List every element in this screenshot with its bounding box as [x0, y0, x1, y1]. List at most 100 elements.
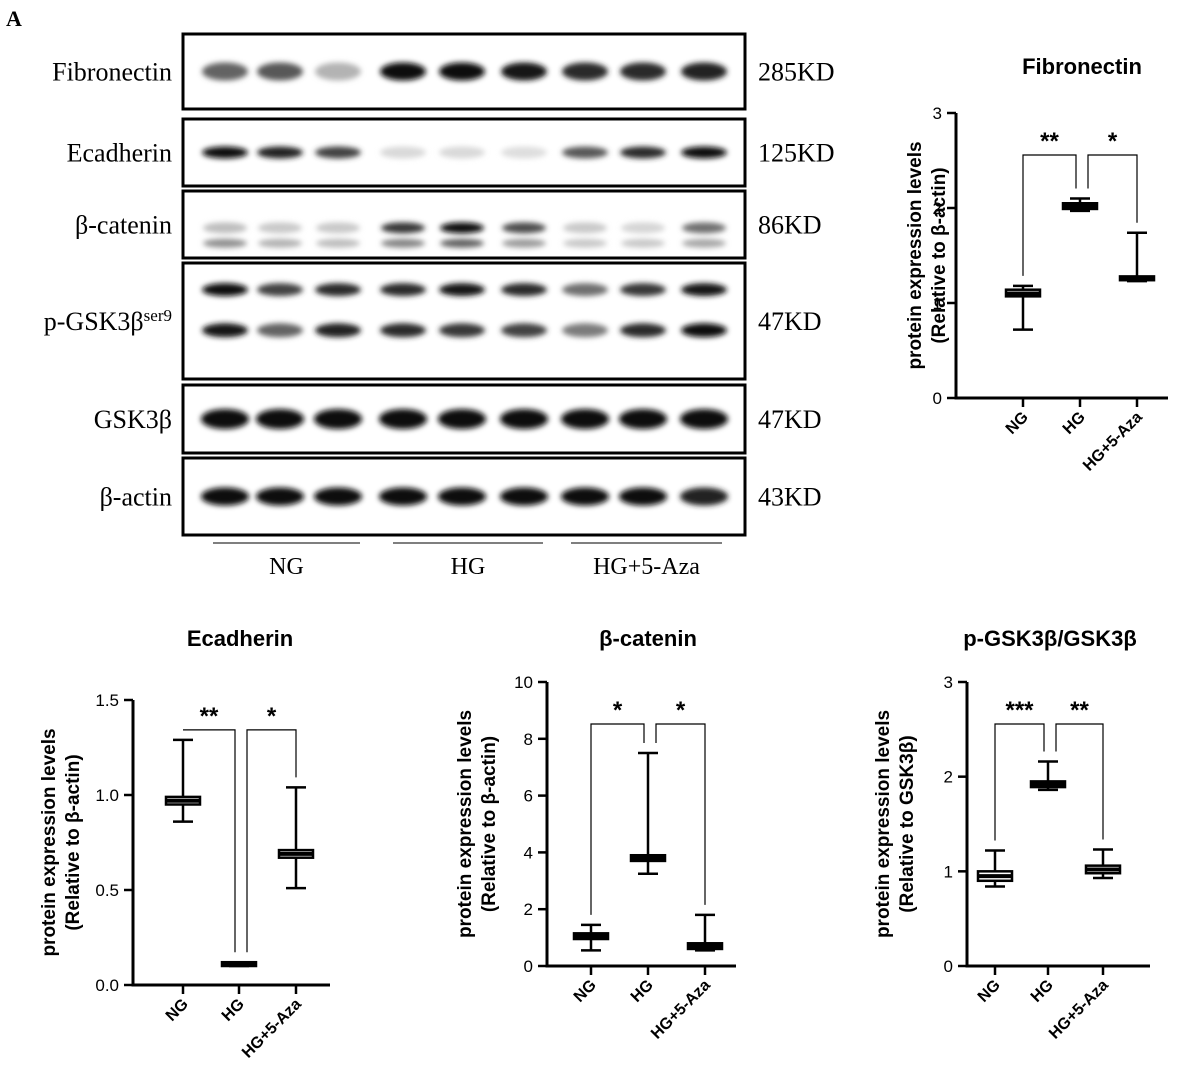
kd-label: 285KD	[758, 58, 835, 87]
y-axis-label: protein expression levels (Relative to β-…	[39, 728, 84, 956]
protein-label: β-actin	[100, 483, 172, 512]
bracket-line	[1055, 723, 1104, 840]
blot-band	[379, 409, 427, 429]
y-tick-label: 8	[524, 730, 533, 749]
y-tick-label: 3	[933, 104, 942, 123]
significance-bracket: **	[1055, 697, 1104, 840]
blot-row-3: β-catenin 86KD	[75, 189, 822, 260]
y-tick-label: 0.0	[95, 976, 119, 995]
kd-label: 47KD	[758, 405, 822, 434]
blot-band	[502, 222, 546, 234]
blot-band	[500, 487, 548, 506]
blot-band	[619, 409, 667, 429]
y-tick-label: 6	[524, 787, 533, 806]
blot-band	[381, 238, 425, 248]
blot-band	[256, 409, 304, 429]
blot-band	[501, 323, 547, 338]
blot-band	[439, 323, 485, 338]
blot-frame	[181, 383, 747, 455]
significance-bracket: *	[655, 697, 706, 905]
x-tick-label: HG+5-Aza	[1080, 409, 1146, 475]
y-tick-label: 10	[514, 673, 533, 692]
significance-bracket: *	[1087, 128, 1138, 223]
blot-frame	[181, 261, 747, 381]
blot-band	[438, 409, 486, 429]
blot-band	[620, 323, 666, 338]
y-axis-label: protein expression levels (Relative to GS…	[873, 710, 918, 938]
lane-group-label: HG	[451, 554, 486, 580]
box-NG	[976, 849, 1014, 888]
x-tick-label: HG	[1060, 409, 1089, 438]
blot-band	[315, 62, 361, 81]
blot-band	[257, 62, 303, 81]
blot-band	[500, 409, 548, 429]
blot-band	[563, 222, 607, 234]
blot-band	[440, 238, 484, 248]
y-tick-label: 0	[933, 389, 942, 408]
lane-group: HG	[393, 542, 543, 580]
box-HG+5-Aza	[686, 913, 724, 952]
blot-band	[501, 283, 547, 297]
blot-band	[561, 487, 609, 506]
blot-band	[257, 146, 303, 159]
blot-band	[258, 222, 302, 234]
blot-band	[379, 487, 427, 506]
blot-band	[681, 62, 727, 81]
bracket-line	[183, 729, 236, 953]
blot-band	[439, 146, 485, 159]
blot-band	[316, 238, 360, 248]
y-tick-label: 1	[933, 294, 942, 313]
blot-band	[201, 409, 249, 429]
blot-band	[203, 238, 247, 248]
x-tick-label: NG	[1003, 409, 1032, 438]
significance-label: **	[1070, 697, 1089, 724]
kd-label: 86KD	[758, 211, 822, 240]
chart-title: β-catenin	[599, 626, 697, 651]
blot-band	[680, 409, 728, 429]
blot-band	[381, 222, 425, 234]
blot-band	[562, 283, 608, 297]
significance-bracket: ***	[994, 697, 1045, 841]
box-HG+5-Aza	[277, 786, 315, 890]
bracket-line	[1022, 154, 1077, 276]
blot-band	[257, 323, 303, 338]
blot-frame	[181, 189, 747, 260]
blot-band	[315, 323, 361, 338]
blot-band	[315, 283, 361, 297]
blot-band	[682, 222, 726, 234]
kd-label: 125KD	[758, 139, 835, 168]
kd-label: 43KD	[758, 483, 822, 512]
blot-row-5: GSK3β 47KD	[94, 383, 822, 455]
blot-band	[501, 146, 547, 159]
blot-band	[562, 146, 608, 159]
box-NG	[1004, 284, 1042, 331]
bracket-line	[994, 723, 1045, 841]
significance-bracket: *	[590, 697, 645, 915]
x-tick-label: HG	[1028, 977, 1057, 1006]
blot-band	[681, 283, 727, 297]
box-NG	[164, 738, 202, 823]
significance-label: *	[1108, 128, 1118, 155]
protein-label: Fibronectin	[52, 58, 172, 87]
x-tick-label: HG	[219, 996, 248, 1025]
bracket-line	[1087, 154, 1138, 223]
blot-band	[620, 146, 666, 159]
y-tick-label: 1.0	[95, 786, 119, 805]
x-tick-label: HG+5-Aza	[1046, 977, 1112, 1043]
chart-title: Ecadherin	[187, 626, 293, 651]
blot-band	[258, 238, 302, 248]
blot-frame	[181, 32, 747, 111]
y-tick-label: 0.5	[95, 881, 119, 900]
blot-band	[380, 323, 426, 338]
blot-band	[680, 487, 728, 506]
bracket-line	[590, 723, 645, 915]
protein-label: GSK3β	[94, 405, 172, 434]
chart-3: β-catenin 0 2 4 6 8 10 protein expression level…	[455, 626, 736, 1043]
chart-1: Fibronectin 0 1 2 3 protein expression levels…	[905, 54, 1168, 475]
box-HG+5-Aza	[1084, 848, 1122, 880]
box-NG	[572, 923, 610, 952]
blot-band	[380, 62, 426, 81]
kd-label: 47KD	[758, 307, 822, 336]
blot-band	[203, 222, 247, 234]
western-blot: Fibronectin 285KD Ecadherin 125KD β-catenin 8…	[44, 32, 835, 580]
